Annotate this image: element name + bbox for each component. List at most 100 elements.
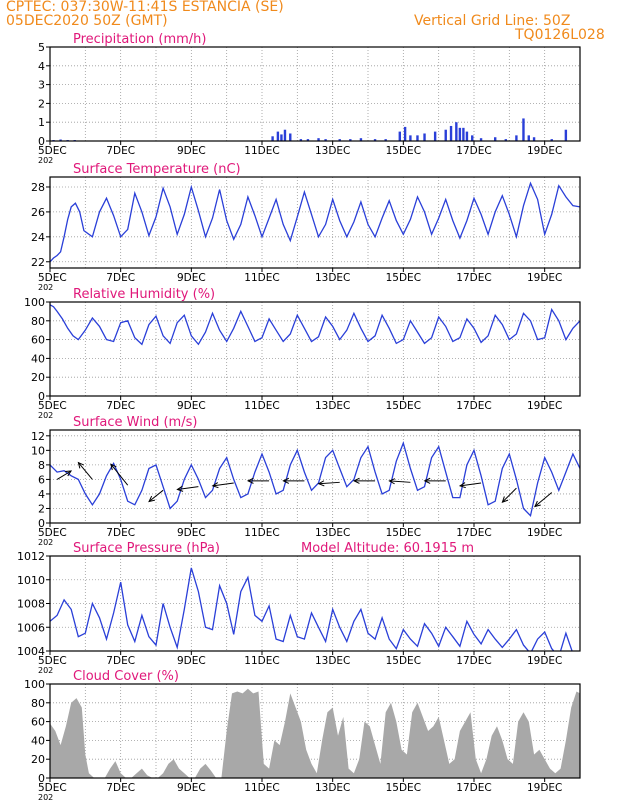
cloud-xtick-label: 7DEC — [106, 782, 135, 794]
wind-arrow — [56, 470, 72, 480]
precip-bar — [276, 131, 280, 141]
wind-arrow — [502, 487, 517, 503]
wind-ytick-label: 6 — [38, 473, 45, 486]
temp-ytick-label: 24 — [31, 231, 45, 244]
pres-title: Surface Pressure (hPa) — [73, 541, 220, 556]
cloud-title: Cloud Cover (%) — [73, 669, 179, 684]
precip-bar — [271, 136, 274, 141]
rh-ytick-label: 80 — [31, 315, 45, 328]
wind-xtick-label: 11DEC — [244, 527, 279, 539]
precip-bar — [455, 122, 458, 141]
pres-xtick-label: 17DEC — [456, 655, 491, 667]
wind-arrow — [212, 482, 234, 487]
pres-xtick-label: 19DEC — [527, 655, 562, 667]
pres-xtick-label: 7DEC — [106, 655, 135, 667]
temp-xtick-label: 9DEC — [177, 272, 206, 284]
cloud-xtick-label: 11DEC — [244, 782, 279, 794]
wind-arrow-head — [282, 477, 290, 484]
wind-series-line — [50, 441, 580, 518]
precip-ytick-label: 4 — [38, 60, 45, 73]
wind-arrow-head — [423, 477, 431, 484]
precip-panel: 0 1 2 3 4 5 5DEC 7DEC 9DEC 11DEC 13DEC 15DEC 17DEC 19… — [38, 32, 581, 165]
precip-bar — [449, 125, 453, 141]
precip-ytick-label: 0 — [38, 135, 45, 148]
temp-xtick-label: 5DEC — [38, 272, 67, 284]
pres-xtick-label: 11DEC — [244, 655, 279, 667]
precip-bar — [494, 137, 497, 141]
precip-bar — [527, 135, 530, 141]
cloud-ytick-label: 100 — [24, 678, 45, 691]
precip-title: Precipitation (mm/h) — [73, 32, 206, 47]
cloud-xtick-label: 17DEC — [456, 782, 491, 794]
temp-ytick-label: 22 — [31, 256, 45, 269]
temp-xtick-label: 13DEC — [315, 272, 350, 284]
grid-line-note: Vertical Grid Line: 50Z — [414, 13, 571, 29]
precip-bar — [471, 135, 474, 141]
wind-arrow-head — [534, 500, 541, 508]
rh-ytick-label: 20 — [31, 371, 45, 384]
wind-xtick-label: 17DEC — [456, 527, 491, 539]
precip-bar — [398, 131, 401, 141]
rh-panel: 0 20 40 60 80 100 5DEC 7DEC 9DEC 11DEC 13DEC 15DEC 1… — [24, 287, 581, 420]
rh-series-line — [50, 304, 580, 346]
precip-xtick-label: 5DEC — [38, 145, 67, 157]
cloud-ytick-label: 60 — [31, 716, 45, 729]
precip-bar — [317, 138, 320, 141]
cloud-ytick-label: 0 — [38, 772, 45, 785]
precip-bar — [338, 139, 341, 141]
wind-arrow-head — [501, 496, 509, 503]
wind-ytick-label: 2 — [38, 502, 45, 515]
rh-xtick-label: 15DEC — [386, 400, 421, 412]
pres-xtick-label: 15DEC — [386, 655, 421, 667]
precip-xtick-label: 19DEC — [527, 145, 562, 157]
rh-xtick-label: 7DEC — [106, 400, 135, 412]
precip-bar — [515, 135, 518, 141]
rh-ytick-label: 100 — [24, 296, 45, 309]
precip-ytick-label: 3 — [38, 79, 45, 92]
precip-bar — [280, 134, 283, 141]
precip-bar — [564, 129, 568, 141]
precip-xtick-label: 17DEC — [456, 145, 491, 157]
precip-bar — [465, 131, 469, 141]
wind-arrow-head — [176, 485, 184, 492]
precip-bar — [522, 118, 525, 141]
wind-title: Surface Wind (m/s) — [73, 415, 197, 430]
rh-title: Relative Humidity (%) — [73, 287, 215, 302]
cloud-xtick-label: 19DEC — [527, 782, 562, 794]
precip-bar — [550, 139, 553, 141]
wind-arrow-head — [458, 482, 466, 489]
rh-ytick-label: 0 — [38, 390, 45, 403]
cloud-year-label: 202 — [38, 793, 53, 800]
precip-bar — [359, 138, 363, 141]
precip-bar — [289, 133, 292, 141]
wind-arrow-head — [77, 461, 85, 469]
pres-xtick-label: 9DEC — [177, 655, 206, 667]
wind-ytick-label: 4 — [38, 488, 45, 501]
precip-bar — [349, 139, 352, 141]
wind-xtick-label: 7DEC — [106, 527, 135, 539]
pres-ytick-label: 1012 — [17, 550, 45, 563]
precip-bar — [423, 133, 426, 141]
temp-xtick-label: 19DEC — [527, 272, 562, 284]
cloud-xtick-label: 9DEC — [177, 782, 206, 794]
precip-bar — [373, 139, 377, 141]
wind-arrow — [78, 462, 93, 480]
pres-year-label: 202 — [38, 666, 53, 675]
rh-year-label: 202 — [38, 411, 53, 420]
precip-bar — [403, 126, 407, 141]
precip-xtick-label: 7DEC — [106, 145, 135, 157]
model-code: TQ0126L028 — [515, 27, 605, 43]
precip-bar — [532, 137, 536, 141]
precip-xtick-label: 11DEC — [244, 145, 279, 157]
wind-arrow — [534, 492, 553, 507]
pres-panel: 1004 1006 1008 1010 1012 5DEC 7DEC 9DEC 11DEC 13D… — [17, 541, 581, 675]
wind-arrow — [389, 480, 411, 483]
temp-xtick-label: 11DEC — [244, 272, 279, 284]
pres-ytick-label: 1006 — [17, 621, 45, 634]
precip-bar — [324, 139, 327, 141]
temp-panel: 22 24 26 28 5DEC 7DEC 9DEC 11DEC 13DEC 15DEC 17DEC… — [31, 162, 581, 292]
cloud-xtick-label: 5DEC — [38, 782, 67, 794]
precip-xtick-label: 9DEC — [177, 145, 206, 157]
temp-xtick-label: 17DEC — [456, 272, 491, 284]
